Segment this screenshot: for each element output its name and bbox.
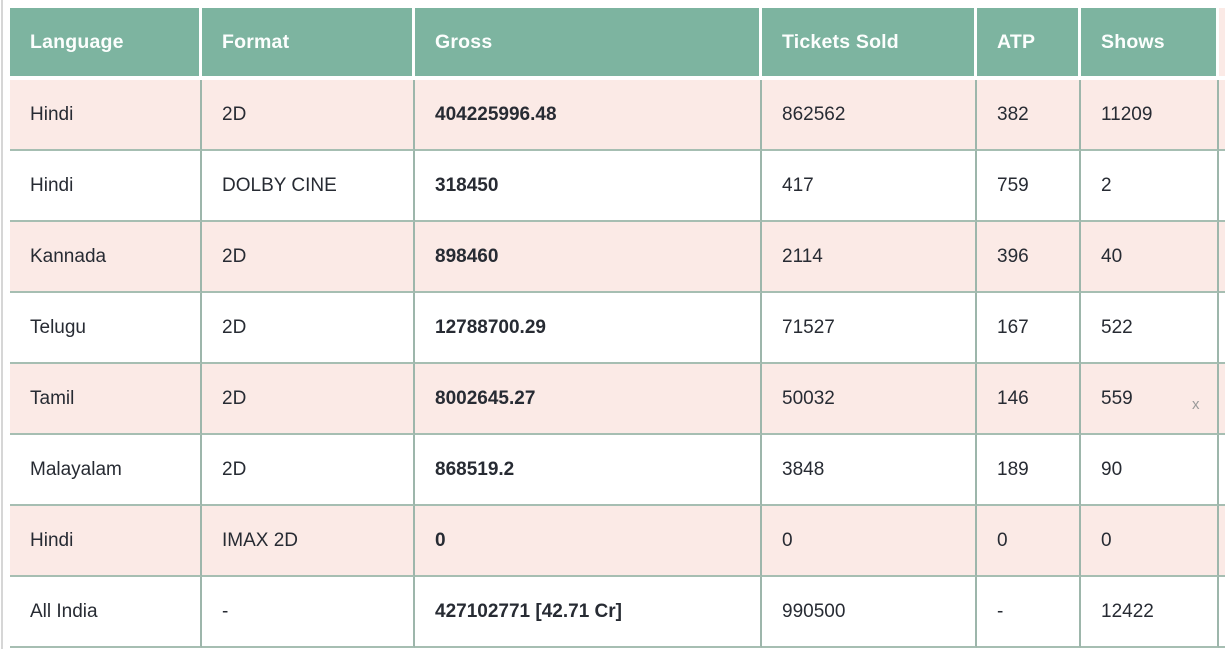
cell-gross: 0 (415, 506, 762, 577)
table-header-row: Language Format Gross Tickets Sold ATP S… (10, 8, 1225, 80)
cell-atp: 396 (977, 222, 1081, 293)
cell-gross: 12788700.29 (415, 293, 762, 364)
cell-language: All India (10, 577, 202, 648)
col-header-atp: ATP (977, 8, 1081, 80)
cell-atp: 146 (977, 364, 1081, 435)
cell-language: Hindi (10, 80, 202, 151)
cell-shows: 522 (1081, 293, 1219, 364)
cell-gross: 868519.2 (415, 435, 762, 506)
col-header-format: Format (202, 8, 415, 80)
cell-gross: 898460 (415, 222, 762, 293)
col-header-tickets-sold: Tickets Sold (762, 8, 977, 80)
table-row: Telugu 2D 12788700.29 71527 167 522 (10, 293, 1225, 364)
cell-format: - (202, 577, 415, 648)
cell-shows: 0 (1081, 506, 1219, 577)
table-row-total: All India - 427102771 [42.71 Cr] 990500 … (10, 577, 1225, 648)
cell-tickets-sold: 50032 (762, 364, 977, 435)
header-overflow-sliver (1219, 8, 1225, 80)
overflow-sliver-cell (1219, 151, 1225, 222)
table-row: Hindi 2D 404225996.48 862562 382 11209 (10, 80, 1225, 151)
cell-tickets-sold: 862562 (762, 80, 977, 151)
cell-shows: 11209 (1081, 80, 1219, 151)
cell-tickets-sold: 417 (762, 151, 977, 222)
cell-format: 2D (202, 222, 415, 293)
cell-tickets-sold: 2114 (762, 222, 977, 293)
table-row: Tamil 2D 8002645.27 50032 146 559 (10, 364, 1225, 435)
overflow-sliver-cell (1219, 506, 1225, 577)
cell-format: IMAX 2D (202, 506, 415, 577)
cell-format: 2D (202, 435, 415, 506)
overflow-sliver-cell (1219, 435, 1225, 506)
cell-gross: 404225996.48 (415, 80, 762, 151)
overflow-sliver-cell (1219, 577, 1225, 648)
table-row: Hindi DOLBY CINE 318450 417 759 2 (10, 151, 1225, 222)
box-office-table: Language Format Gross Tickets Sold ATP S… (10, 8, 1225, 648)
table-row: Hindi IMAX 2D 0 0 0 0 (10, 506, 1225, 577)
cell-atp: 759 (977, 151, 1081, 222)
cell-language: Kannada (10, 222, 202, 293)
cell-shows: 2 (1081, 151, 1219, 222)
table-row: Malayalam 2D 868519.2 3848 189 90 (10, 435, 1225, 506)
cell-language: Hindi (10, 506, 202, 577)
cell-tickets-sold: 71527 (762, 293, 977, 364)
cell-tickets-sold: 0 (762, 506, 977, 577)
cell-language: Telugu (10, 293, 202, 364)
cell-language: Hindi (10, 151, 202, 222)
cell-gross: 427102771 [42.71 Cr] (415, 577, 762, 648)
cell-atp: 189 (977, 435, 1081, 506)
col-header-shows: Shows (1081, 8, 1219, 80)
overflow-sliver-cell (1219, 80, 1225, 151)
cell-gross: 318450 (415, 151, 762, 222)
cell-atp: - (977, 577, 1081, 648)
cell-gross: 8002645.27 (415, 364, 762, 435)
cell-format: 2D (202, 293, 415, 364)
cell-shows: 90 (1081, 435, 1219, 506)
overflow-sliver-cell (1219, 364, 1225, 435)
cell-language: Tamil (10, 364, 202, 435)
cell-language: Malayalam (10, 435, 202, 506)
cell-format: 2D (202, 80, 415, 151)
cell-format: 2D (202, 364, 415, 435)
cell-atp: 382 (977, 80, 1081, 151)
cell-shows: 559 (1081, 364, 1219, 435)
table-row: Kannada 2D 898460 2114 396 40 (10, 222, 1225, 293)
page-edge-line (1, 0, 3, 649)
cell-atp: 0 (977, 506, 1081, 577)
overflow-sliver-cell (1219, 222, 1225, 293)
col-header-gross: Gross (415, 8, 762, 80)
cell-shows: 40 (1081, 222, 1219, 293)
cell-shows: 12422 (1081, 577, 1219, 648)
dismiss-x-button[interactable]: x (1192, 396, 1200, 413)
cell-atp: 167 (977, 293, 1081, 364)
overflow-sliver-cell (1219, 293, 1225, 364)
col-header-language: Language (10, 8, 202, 80)
cell-format: DOLBY CINE (202, 151, 415, 222)
cell-tickets-sold: 3848 (762, 435, 977, 506)
cell-tickets-sold: 990500 (762, 577, 977, 648)
